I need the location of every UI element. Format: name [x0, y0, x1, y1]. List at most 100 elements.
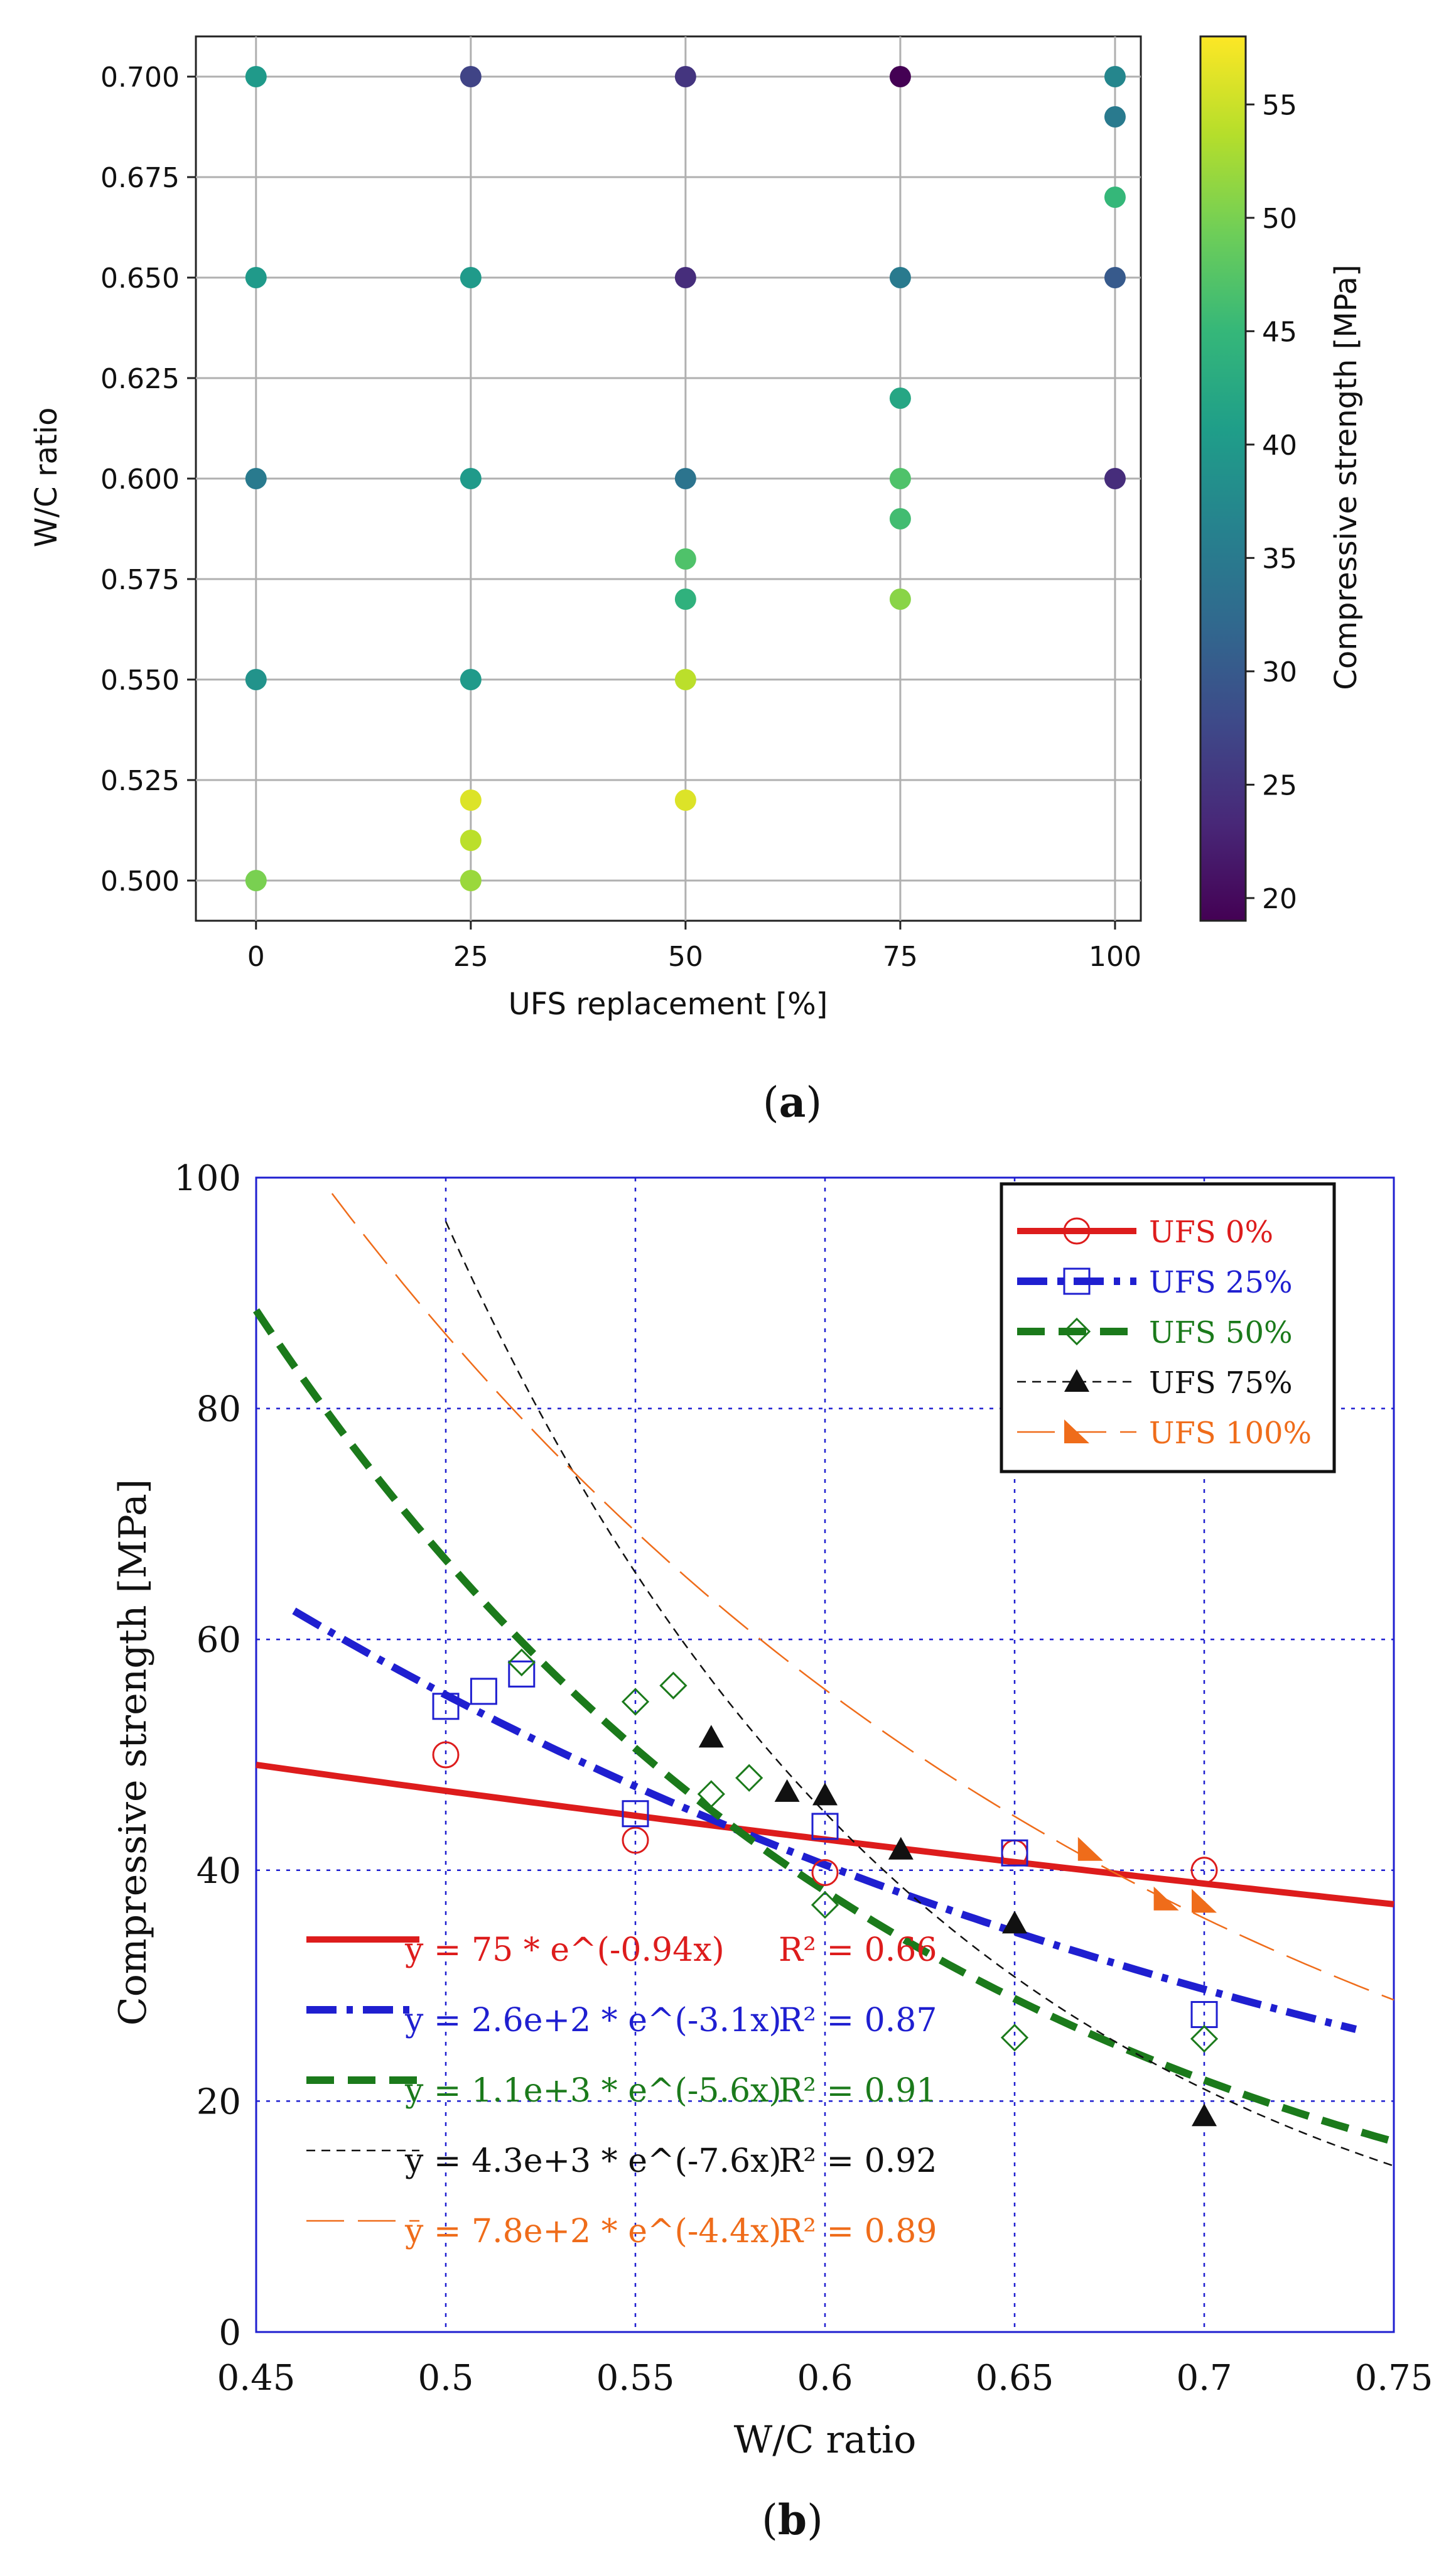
panel-a-y-tick-label: 0.575: [100, 564, 180, 596]
panel-a-y-tick-label: 0.625: [100, 363, 180, 395]
data-point-ufs25: [811, 1813, 839, 1840]
panel-a-y-tick-label: 0.650: [100, 263, 180, 295]
panel-a-data-point: [245, 468, 267, 489]
data-point-ufs0: [622, 1826, 649, 1854]
legend-marker: [1063, 1217, 1091, 1245]
fit-equation-label: y = 4.3e+3 * e^(-7.6x): [404, 2142, 782, 2180]
panel-b-x-tick-label: 0.45: [217, 2358, 296, 2399]
fit-curve-ufs100: [331, 1193, 1394, 2001]
panel-a-data-point: [460, 468, 482, 489]
data-point-ufs75: [1002, 1911, 1027, 1934]
legend-marker: [1062, 1317, 1091, 1346]
panel-a-data-point: [460, 870, 482, 891]
fit-r2-label: R² = 0.66: [779, 1931, 937, 1969]
colorbar: [1199, 35, 1247, 922]
panel-b-ticks: 0.45 0.5 0.55 0.6 0.65 0.7 0.75 0 20 40 60 80 100: [174, 1158, 1433, 2399]
colorbar-tick-label: 20: [1262, 883, 1297, 915]
legend-marker: [1064, 1369, 1089, 1392]
colorbar-tick-label: 40: [1262, 430, 1297, 462]
data-point-ufs25: [508, 1660, 536, 1688]
panel-a-data-point: [245, 66, 267, 87]
legend-entry: UFS 25%: [1149, 1265, 1293, 1300]
panel-b-x-tick-label: 0.55: [596, 2358, 675, 2399]
data-point-ufs50: [507, 1648, 536, 1677]
panel-a-data-point: [1104, 66, 1126, 87]
legend-entry: UFS 75%: [1149, 1365, 1293, 1401]
panel-a-data-point: [889, 267, 911, 288]
data-point-ufs0: [811, 1858, 839, 1886]
panel-a-data-point: [674, 588, 696, 610]
panel-b-x-tick-label: 0.65: [976, 2358, 1054, 2399]
fit-equation-label: y = 7.8e+2 * e^(-4.4x): [404, 2213, 782, 2250]
data-point-ufs100: [1153, 1886, 1179, 1911]
panel-a-data-point: [889, 66, 911, 87]
legend-entry: UFS 100%: [1149, 1416, 1312, 1451]
panel-a-data-point: [1104, 106, 1126, 127]
panel-b-plot-frame: [255, 1176, 1395, 2333]
panel-a-data-point: [460, 66, 482, 87]
colorbar-tick-label: 35: [1262, 543, 1297, 575]
panel-b-x-axis-label: W/C ratio: [734, 2418, 917, 2462]
data-point-ufs75: [698, 1725, 724, 1748]
panel-a-data-point: [889, 468, 911, 489]
legend-marker: [1063, 1267, 1091, 1295]
fit-equation-label: y = 75 * e^(-0.94x): [404, 1931, 725, 1969]
panel-a-x-axis-label: UFS replacement [%]: [509, 987, 828, 1022]
panel-a-x-tick-label: 25: [453, 941, 488, 973]
panel-a-data-point: [245, 870, 267, 891]
panel-b-legend: UFS 0% UFS 25% UFS 50% UFS 75% UFS 100%: [1000, 1182, 1336, 1473]
data-point-ufs25: [1001, 1839, 1028, 1867]
panel-b-x-tick-label: 0.6: [797, 2358, 853, 2399]
panel-a-y-tick-label: 0.600: [100, 464, 180, 496]
panel-b-y-tick-label: 80: [197, 1389, 241, 1430]
colorbar-tick-label: 50: [1262, 203, 1297, 235]
panel-b-y-tick-label: 20: [197, 2081, 241, 2122]
panel-a-data-point: [245, 267, 267, 288]
colorbar-label: Compressive strength [MPa]: [1329, 264, 1364, 690]
panel-a-y-tick-label: 0.550: [100, 664, 180, 697]
colorbar-tick-label: 30: [1262, 656, 1297, 688]
data-point-ufs0: [432, 1741, 460, 1769]
panel-a-data-point: [674, 789, 696, 811]
data-point-ufs100: [1077, 1836, 1103, 1861]
fit-curve-ufs75: [445, 1221, 1394, 2167]
panel-b-caption-letter: b: [778, 2495, 807, 2544]
colorbar-tick-label: 25: [1262, 769, 1297, 801]
panel-a-x-tick-label: 50: [668, 941, 703, 973]
panel-b-y-tick-label: 40: [197, 1851, 241, 1892]
fit-r2-label: R² = 0.87: [779, 2002, 937, 2039]
panel-a-data-point: [1104, 187, 1126, 208]
panel-a-data-point: [1104, 267, 1126, 288]
data-point-ufs25: [432, 1693, 460, 1720]
panel-a-caption: (a): [763, 1078, 822, 1127]
data-point-ufs50: [659, 1671, 688, 1700]
panel-a-points: [245, 66, 1126, 891]
panel-a-data-point: [674, 548, 696, 570]
panel-a-data-point: [460, 789, 482, 811]
panel-a-data-point: [889, 588, 911, 610]
data-point-ufs0: [1190, 1857, 1218, 1884]
fit-equation-label: y = 1.1e+3 * e^(-5.6x): [404, 2072, 782, 2110]
panel-a-caption-letter: a: [779, 1078, 806, 1127]
legend-entry: UFS 50%: [1149, 1315, 1293, 1350]
panel-a-x-tick-label: 0: [247, 941, 265, 973]
panel-a-y-tick-label: 0.675: [100, 162, 180, 194]
panel-a-y-axis-label: W/C ratio: [29, 407, 64, 547]
legend-marker: [1064, 1419, 1089, 1443]
panel-a-data-point: [674, 267, 696, 288]
panel-b-x-tick-label: 0.5: [418, 2358, 473, 2399]
panel-a-data-point: [674, 66, 696, 87]
panel-a-data-point: [674, 669, 696, 690]
panel-b-strength-plot: 0.45 0.5 0.55 0.6 0.65 0.7 0.75 0 20 40 60 80 100 y …: [111, 1158, 1433, 2544]
data-point-ufs50: [697, 1780, 725, 1808]
panel-b-points: [432, 1648, 1219, 2127]
panel-a-y-tick-label: 0.700: [100, 62, 180, 94]
data-point-ufs50: [811, 1890, 839, 1919]
fit-r2-label: R² = 0.89: [779, 2213, 937, 2250]
panel-a-scatter-plot: 0 25 50 75 100 0.500 0.525 0.550 0.575 0.600 0.625…: [29, 35, 1364, 1127]
panel-b-x-tick-label: 0.75: [1355, 2358, 1433, 2399]
data-point-ufs25: [470, 1678, 497, 1705]
panel-a-y-tick-label: 0.500: [100, 865, 180, 898]
fit-curve-ufs25: [292, 1607, 1357, 2033]
